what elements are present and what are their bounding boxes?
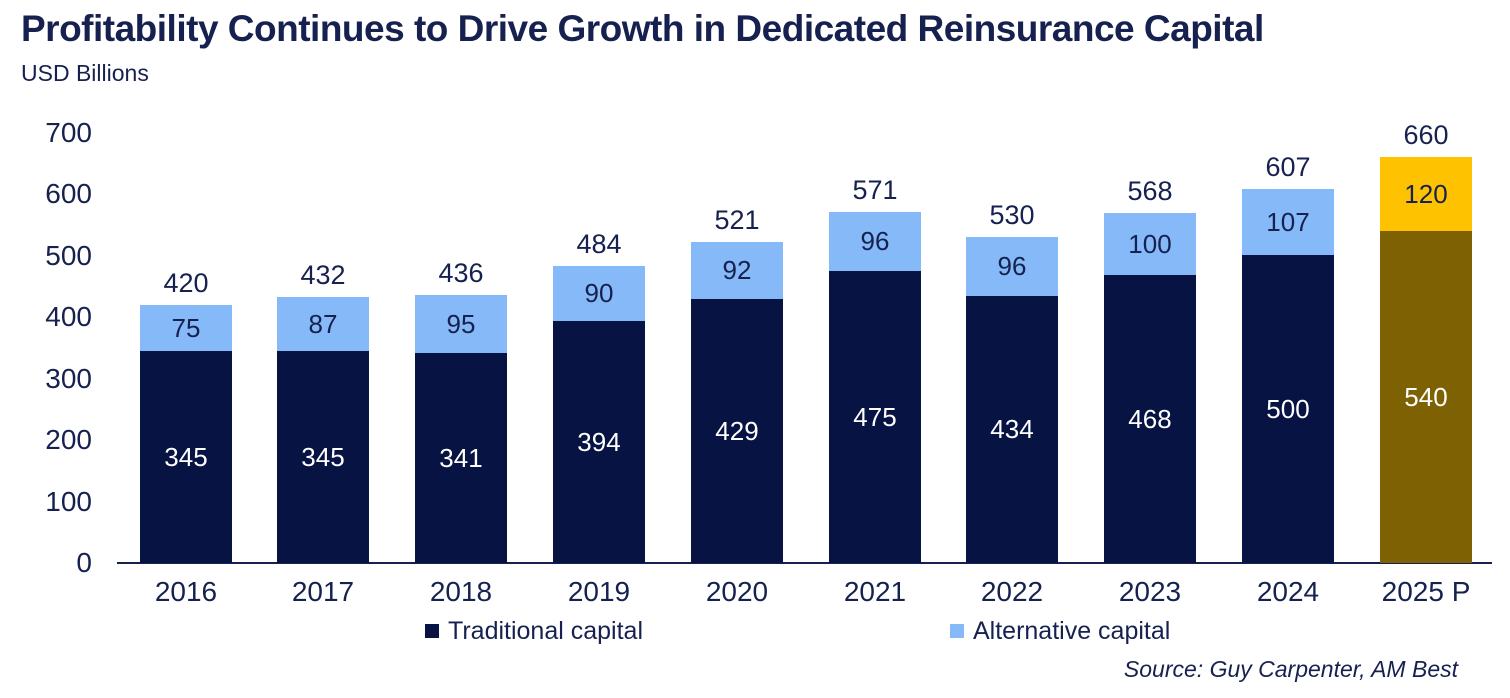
alternative-value-label: 96 [860, 226, 890, 256]
traditional-value-label: 341 [439, 442, 483, 473]
total-value-label: 436 [438, 258, 484, 288]
total-value-label: 568 [1127, 176, 1173, 206]
total-value-label: 420 [163, 268, 209, 298]
alternative-value-label: 92 [722, 255, 752, 285]
bar-segment-alternative: 96 [829, 212, 921, 271]
bar-segment-traditional: 500 [1242, 255, 1334, 563]
x-axis-label: 2023 [1118, 576, 1182, 607]
total-value-label: 432 [300, 260, 346, 290]
y-axis-label: 100 [45, 485, 92, 517]
chart-title: Profitability Continues to Drive Growth … [21, 8, 1264, 49]
x-axis-line [117, 562, 1492, 564]
bar-segment-traditional: 540 [1380, 231, 1472, 563]
y-axis-label: 400 [45, 301, 92, 332]
bar-segment-traditional: 394 [553, 321, 645, 563]
traditional-value-label: 468 [1128, 403, 1172, 434]
alternative-value-label: 100 [1128, 228, 1172, 259]
traditional-capital-swatch-icon [425, 624, 439, 638]
legend: Traditional capital Alternative capital [0, 615, 1510, 651]
traditional-value-label: 345 [164, 441, 208, 472]
bar-segment-alternative: 75 [140, 305, 232, 351]
traditional-value-label: 540 [1404, 381, 1448, 412]
alternative-value-label: 87 [308, 308, 338, 339]
bar-segment-traditional: 429 [691, 299, 783, 563]
bar-segment-alternative: 92 [691, 242, 783, 299]
alternative-value-label: 75 [171, 312, 201, 343]
total-value-label: 521 [714, 205, 760, 235]
legend-item-alternative-capital: Alternative capital [950, 615, 1170, 647]
y-axis-label: 600 [45, 178, 92, 209]
x-axis-label: 2022 [980, 576, 1044, 607]
total-value-label: 607 [1265, 152, 1311, 182]
x-axis-label: 2017 [291, 576, 355, 607]
y-axis-label: 300 [45, 362, 92, 394]
total-value-label: 660 [1403, 120, 1449, 150]
source-attribution: Source: Guy Carpenter, AM Best [1123, 656, 1458, 682]
bar-segment-traditional: 475 [829, 271, 921, 563]
bar-segment-traditional: 345 [277, 351, 369, 563]
total-value-label: 530 [989, 200, 1035, 230]
traditional-value-label: 434 [990, 414, 1034, 444]
bar-segment-alternative: 100 [1104, 213, 1196, 275]
bar-segment-alternative: 95 [415, 295, 507, 353]
bar-segment-alternative: 87 [277, 297, 369, 351]
traditional-value-label: 500 [1266, 393, 1310, 424]
bar-segment-traditional: 341 [415, 353, 507, 563]
bar-segment-alternative: 96 [966, 237, 1058, 296]
legend-item-traditional-capital: Traditional capital [425, 615, 643, 647]
legend-label-traditional: Traditional capital [448, 616, 644, 645]
bar-segment-traditional: 468 [1104, 275, 1196, 563]
bar-segment-alternative: 90 [553, 266, 645, 321]
bar-segment-alternative: 120 [1380, 157, 1472, 231]
traditional-value-label: 429 [715, 415, 759, 446]
alternative-capital-swatch-icon [950, 624, 964, 638]
alternative-value-label: 90 [584, 278, 614, 308]
x-axis-label: 2021 [843, 576, 907, 607]
bar-segment-traditional: 434 [966, 296, 1058, 563]
bar-segment-traditional: 345 [140, 351, 232, 563]
x-axis-label: 2020 [705, 576, 769, 607]
x-axis-label: 2019 [567, 576, 631, 607]
legend-label-alternative: Alternative capital [973, 616, 1171, 645]
x-axis-label: 2024 [1256, 576, 1320, 607]
traditional-value-label: 345 [301, 441, 345, 472]
total-value-label: 571 [852, 175, 898, 205]
alternative-value-label: 96 [997, 251, 1027, 281]
y-axis-label: 0 [76, 547, 92, 578]
traditional-value-label: 394 [577, 426, 621, 457]
y-axis-label: 200 [45, 424, 92, 455]
alternative-value-label: 95 [446, 308, 476, 339]
alternative-value-label: 107 [1266, 206, 1310, 237]
y-axis-label: 700 [45, 116, 92, 148]
chart-subtitle: USD Billions [21, 60, 149, 86]
x-axis-label: 2025 P [1381, 576, 1471, 607]
traditional-value-label: 475 [853, 401, 897, 432]
bar-segment-alternative: 107 [1242, 189, 1334, 255]
alternative-value-label: 120 [1404, 178, 1448, 209]
x-axis-label: 2016 [154, 576, 218, 607]
x-axis-label: 2018 [429, 576, 493, 607]
y-axis-label: 500 [45, 239, 92, 271]
total-value-label: 484 [576, 229, 622, 259]
